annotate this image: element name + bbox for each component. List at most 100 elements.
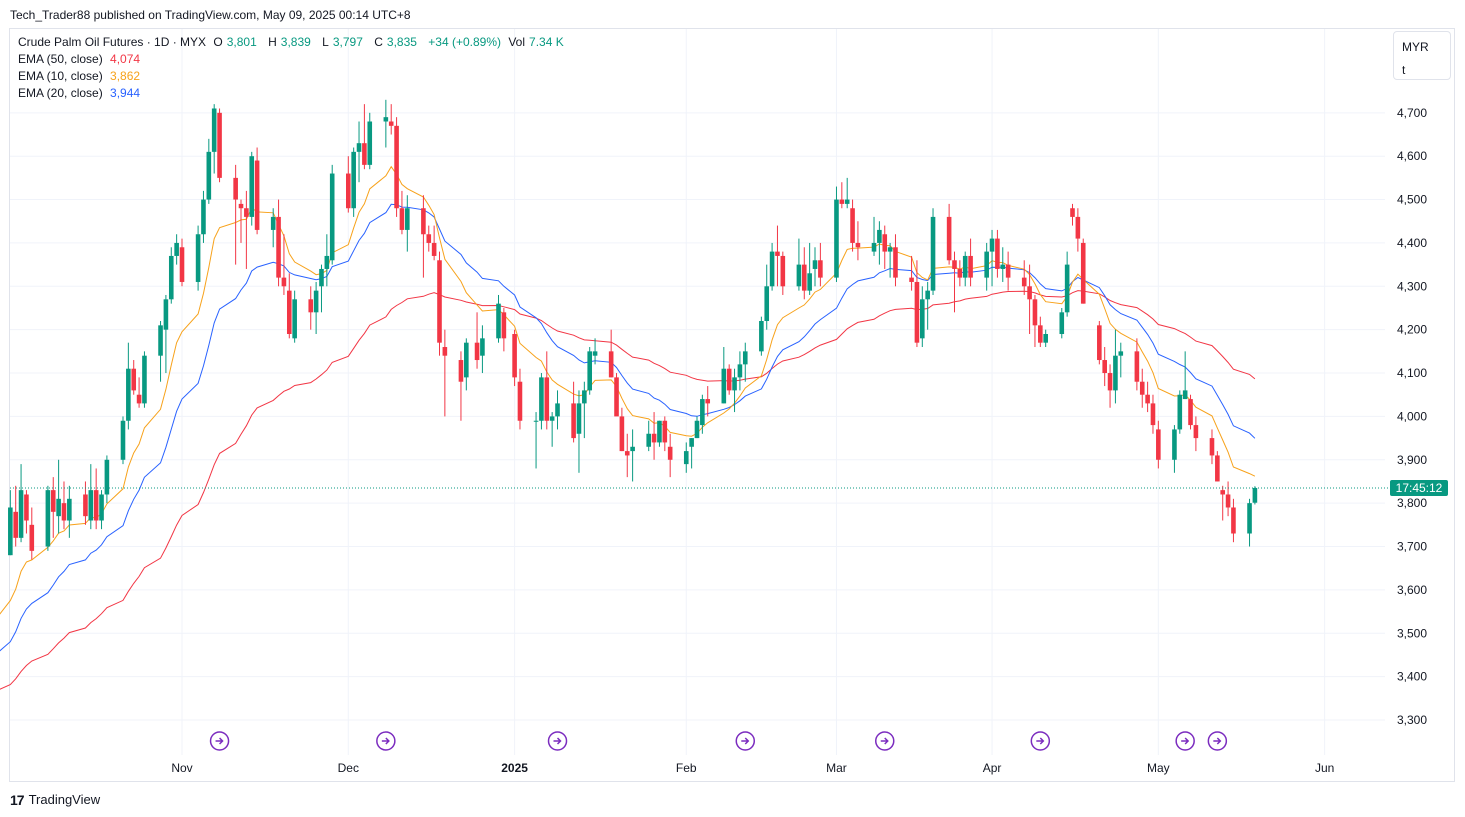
candle[interactable] — [957, 260, 963, 287]
candle[interactable] — [646, 420, 652, 452]
candle[interactable] — [1097, 320, 1102, 365]
candle[interactable] — [694, 416, 700, 439]
candle[interactable] — [1188, 394, 1193, 430]
candle[interactable] — [871, 216, 877, 256]
candle[interactable] — [1027, 264, 1032, 335]
candle[interactable] — [818, 242, 823, 287]
candle[interactable] — [458, 351, 464, 421]
candle[interactable] — [437, 251, 442, 356]
candle[interactable] — [619, 407, 625, 452]
candle[interactable] — [83, 481, 88, 525]
candle[interactable] — [13, 485, 19, 547]
candle[interactable] — [383, 99, 389, 148]
candle[interactable] — [67, 485, 72, 538]
candle[interactable] — [651, 412, 657, 460]
economic-event-icon[interactable] — [1207, 731, 1228, 751]
candle[interactable] — [630, 429, 635, 482]
candle[interactable] — [582, 381, 587, 439]
candle[interactable] — [1113, 329, 1118, 404]
unit-selector[interactable]: MYR t — [1393, 31, 1451, 80]
candle[interactable] — [882, 225, 888, 269]
candle[interactable] — [126, 342, 131, 430]
candle[interactable] — [1150, 394, 1156, 434]
candle[interactable] — [1139, 368, 1145, 408]
candle[interactable] — [726, 364, 732, 395]
candle[interactable] — [608, 329, 614, 378]
candle[interactable] — [217, 108, 222, 183]
candle[interactable] — [308, 286, 314, 330]
economic-event-icon[interactable] — [1175, 731, 1195, 751]
candle[interactable] — [426, 225, 432, 252]
candle[interactable] — [700, 394, 705, 434]
candle[interactable] — [388, 104, 394, 135]
candle[interactable] — [834, 186, 839, 282]
candle[interactable] — [801, 247, 807, 300]
candle[interactable] — [1172, 425, 1177, 473]
candle[interactable] — [1118, 342, 1124, 378]
candle[interactable] — [195, 225, 201, 291]
candle[interactable] — [18, 464, 24, 543]
candle[interactable] — [683, 442, 689, 473]
ema10-legend[interactable]: EMA (10, close) 3,862 — [18, 68, 144, 84]
candle[interactable] — [201, 190, 206, 243]
candle[interactable] — [587, 347, 593, 395]
candle[interactable] — [1231, 498, 1236, 543]
candle[interactable] — [1252, 486, 1258, 505]
candle[interactable] — [1177, 390, 1183, 434]
symbol-legend[interactable]: Crude Palm Oil Futures · 1D · MYX O 3,801… — [18, 34, 572, 50]
candle[interactable] — [142, 351, 147, 408]
candle[interactable] — [1005, 251, 1011, 291]
candle[interactable] — [394, 117, 399, 217]
candle[interactable] — [292, 290, 297, 343]
candle[interactable] — [351, 147, 356, 217]
candle[interactable] — [812, 247, 818, 287]
candle[interactable] — [238, 199, 244, 243]
candle[interactable] — [1080, 238, 1086, 304]
candle[interactable] — [1102, 347, 1107, 387]
candle[interactable] — [952, 251, 957, 313]
candle[interactable] — [1220, 485, 1226, 521]
candle[interactable] — [925, 281, 930, 330]
candle[interactable] — [233, 164, 238, 265]
candle[interactable] — [689, 438, 694, 469]
candle[interactable] — [855, 221, 861, 261]
candle[interactable] — [163, 294, 169, 374]
candle[interactable] — [501, 307, 507, 352]
candle[interactable] — [244, 190, 249, 269]
candle[interactable] — [1038, 316, 1043, 348]
candle[interactable] — [168, 247, 174, 304]
candle[interactable] — [464, 338, 469, 391]
candle[interactable] — [1107, 364, 1113, 408]
candle[interactable] — [807, 242, 812, 295]
candle[interactable] — [45, 485, 51, 551]
candle[interactable] — [270, 208, 276, 248]
candle[interactable] — [539, 373, 544, 430]
candle[interactable] — [769, 242, 775, 291]
candle[interactable] — [1064, 251, 1070, 317]
candle[interactable] — [930, 208, 936, 295]
economic-event-icon[interactable] — [376, 731, 396, 751]
candle[interactable] — [909, 255, 914, 291]
candle[interactable] — [571, 381, 576, 443]
candle[interactable] — [276, 199, 281, 287]
candle[interactable] — [496, 294, 501, 343]
candle[interactable] — [1193, 416, 1199, 452]
candle[interactable] — [399, 190, 405, 235]
candle[interactable] — [329, 164, 335, 265]
candle[interactable] — [356, 121, 362, 183]
candle[interactable] — [512, 329, 517, 387]
candle[interactable] — [158, 320, 163, 382]
candle[interactable] — [345, 156, 351, 213]
ema50-line[interactable] — [0, 290, 1256, 697]
candle[interactable] — [131, 360, 137, 395]
candle[interactable] — [56, 459, 61, 534]
candle[interactable] — [136, 377, 142, 408]
candle[interactable] — [877, 221, 882, 265]
candle[interactable] — [24, 490, 29, 534]
candle[interactable] — [120, 416, 126, 465]
candle[interactable] — [1075, 208, 1081, 252]
candle[interactable] — [544, 351, 550, 430]
candle[interactable] — [431, 225, 437, 261]
candle[interactable] — [984, 242, 989, 291]
